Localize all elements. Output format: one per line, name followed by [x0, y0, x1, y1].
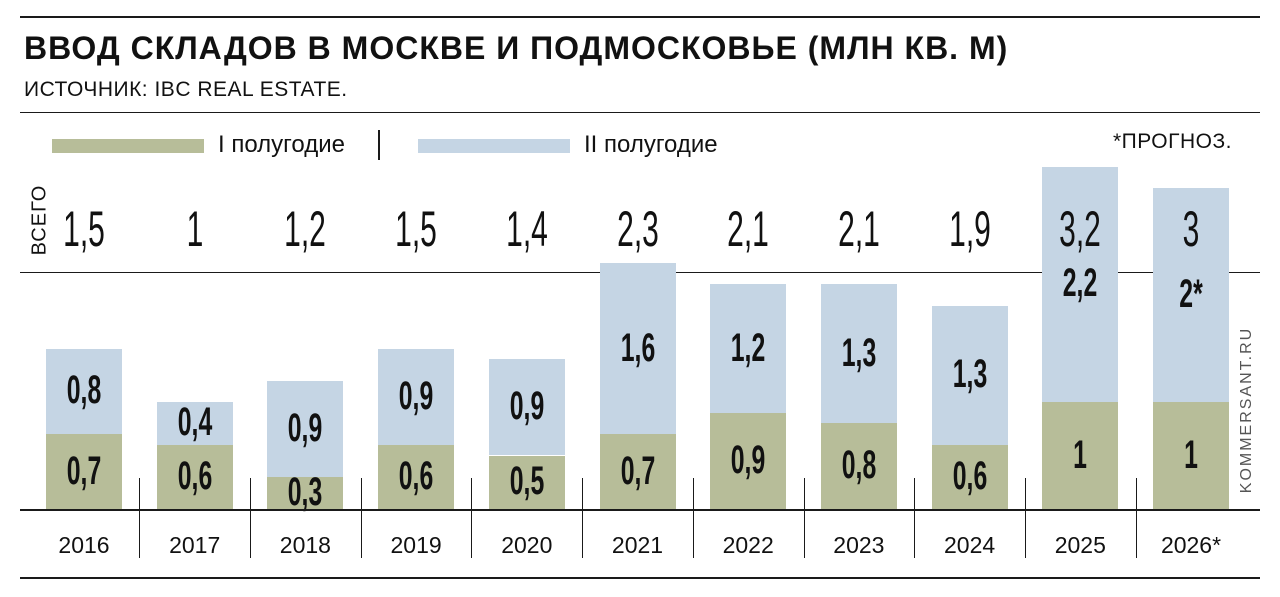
total-row-label: ВСЕГО — [28, 184, 51, 256]
value-label-h2-7: 1,3 — [841, 330, 877, 375]
year-divider-8 — [914, 478, 915, 558]
baseline-rule — [20, 509, 1260, 511]
year-label-6: 2022 — [722, 532, 774, 558]
total-label-0: 1,5 — [63, 201, 105, 257]
bar-h2-6 — [710, 284, 787, 413]
bar-h2-4 — [488, 359, 565, 456]
bar-h1-1 — [156, 444, 233, 509]
total-label-10: 3 — [1182, 201, 1200, 257]
year-label-7: 2023 — [833, 532, 885, 558]
year-label-1: 2017 — [169, 532, 221, 558]
bar-h1-0 — [46, 434, 122, 509]
bar-h1-8 — [931, 444, 1008, 509]
year-label-9: 2025 — [1054, 532, 1106, 558]
year-label-10: 2026* — [1160, 532, 1222, 558]
value-label-h1-8: 0,6 — [952, 453, 987, 498]
year-divider-10 — [1136, 478, 1137, 558]
value-label-h1-5: 0,7 — [620, 448, 655, 493]
header-rule — [20, 112, 1260, 113]
legend-label-h1: I полугодие — [218, 131, 345, 158]
value-label-h1-9: 1 — [1073, 432, 1088, 477]
value-label-h1-3: 0,6 — [398, 453, 434, 498]
value-label-h1-7: 0,8 — [841, 443, 877, 488]
legend-label-h2: II полугодие — [584, 131, 718, 158]
bar-h1-5 — [599, 434, 676, 509]
year-divider-2 — [250, 478, 251, 558]
bar-h2-3 — [378, 348, 455, 445]
bar-h2-1 — [156, 402, 233, 445]
value-label-h1-2: 0,3 — [288, 469, 323, 514]
legend-separator — [378, 130, 380, 160]
year-divider-3 — [361, 478, 362, 558]
bar-h2-10 — [1153, 188, 1229, 402]
bottom-rule — [20, 577, 1260, 579]
total-label-7: 2,1 — [838, 201, 880, 257]
value-label-h1-1: 0,6 — [177, 453, 212, 498]
year-divider-9 — [1025, 478, 1026, 558]
bar-h1-2 — [267, 476, 344, 509]
value-label-h1-6: 0,9 — [730, 437, 766, 482]
total-label-9: 3,2 — [1059, 201, 1102, 257]
value-label-h1-0: 0,7 — [66, 448, 102, 493]
source-credit: KOMMERSANT.RU — [1238, 326, 1255, 494]
bar-h1-4 — [488, 455, 565, 509]
total-label-6: 2,1 — [727, 201, 770, 257]
bar-h2-9 — [1042, 166, 1119, 402]
value-label-h2-2: 0,9 — [288, 405, 323, 450]
bar-h2-8 — [931, 305, 1008, 445]
value-label-h1-10: 1 — [1184, 432, 1198, 477]
value-label-h2-9: 2,2 — [1063, 261, 1098, 306]
value-label-h2-10: 2* — [1179, 272, 1203, 316]
top-rule — [20, 16, 1260, 18]
year-divider-7 — [804, 478, 805, 558]
chart-source: ИСТОЧНИК: IBC REAL ESTATE. — [24, 78, 348, 101]
year-label-0: 2016 — [58, 532, 110, 558]
forecast-note: *ПРОГНОЗ. — [1112, 130, 1232, 153]
bar-h2-2 — [267, 380, 344, 477]
year-label-4: 2020 — [501, 532, 553, 558]
bar-h2-0 — [46, 348, 122, 435]
bar-h2-5 — [599, 262, 676, 435]
bar-h1-7 — [820, 423, 897, 509]
year-label-8: 2024 — [944, 532, 996, 558]
value-label-h2-0: 0,8 — [66, 368, 102, 413]
year-label-3: 2019 — [390, 532, 442, 558]
chart-title: ВВОД СКЛАДОВ В МОСКВЕ И ПОДМОСКОВЬЕ (МЛН… — [24, 30, 1009, 66]
year-divider-4 — [471, 478, 472, 558]
value-label-h2-8: 1,3 — [952, 352, 987, 397]
value-label-h2-4: 0,9 — [509, 384, 545, 429]
year-divider-5 — [582, 478, 583, 558]
value-label-h1-4: 0,5 — [509, 459, 545, 504]
bar-h1-3 — [378, 444, 455, 509]
legend-swatch-h2 — [418, 139, 570, 153]
total-label-3: 1,5 — [395, 201, 437, 257]
value-label-h2-3: 0,9 — [398, 373, 434, 418]
value-label-h2-5: 1,6 — [620, 325, 655, 370]
total-label-4: 1,4 — [505, 201, 548, 257]
bar-h1-9 — [1042, 402, 1119, 509]
year-divider-6 — [693, 478, 694, 558]
year-label-5: 2021 — [611, 532, 664, 558]
total-label-1: 1 — [186, 201, 204, 257]
total-label-8: 1,9 — [948, 201, 991, 257]
bar-h2-7 — [820, 284, 897, 424]
total-label-5: 2,3 — [616, 201, 659, 257]
value-label-h2-6: 1,2 — [730, 325, 766, 370]
year-divider-1 — [139, 478, 140, 558]
bar-h1-10 — [1153, 402, 1229, 509]
legend-swatch-h1 — [52, 139, 204, 153]
bar-h1-6 — [710, 412, 787, 509]
total-label-2: 1,2 — [284, 201, 327, 257]
year-label-2: 2018 — [279, 532, 331, 558]
value-label-h2-1: 0,4 — [177, 400, 212, 445]
